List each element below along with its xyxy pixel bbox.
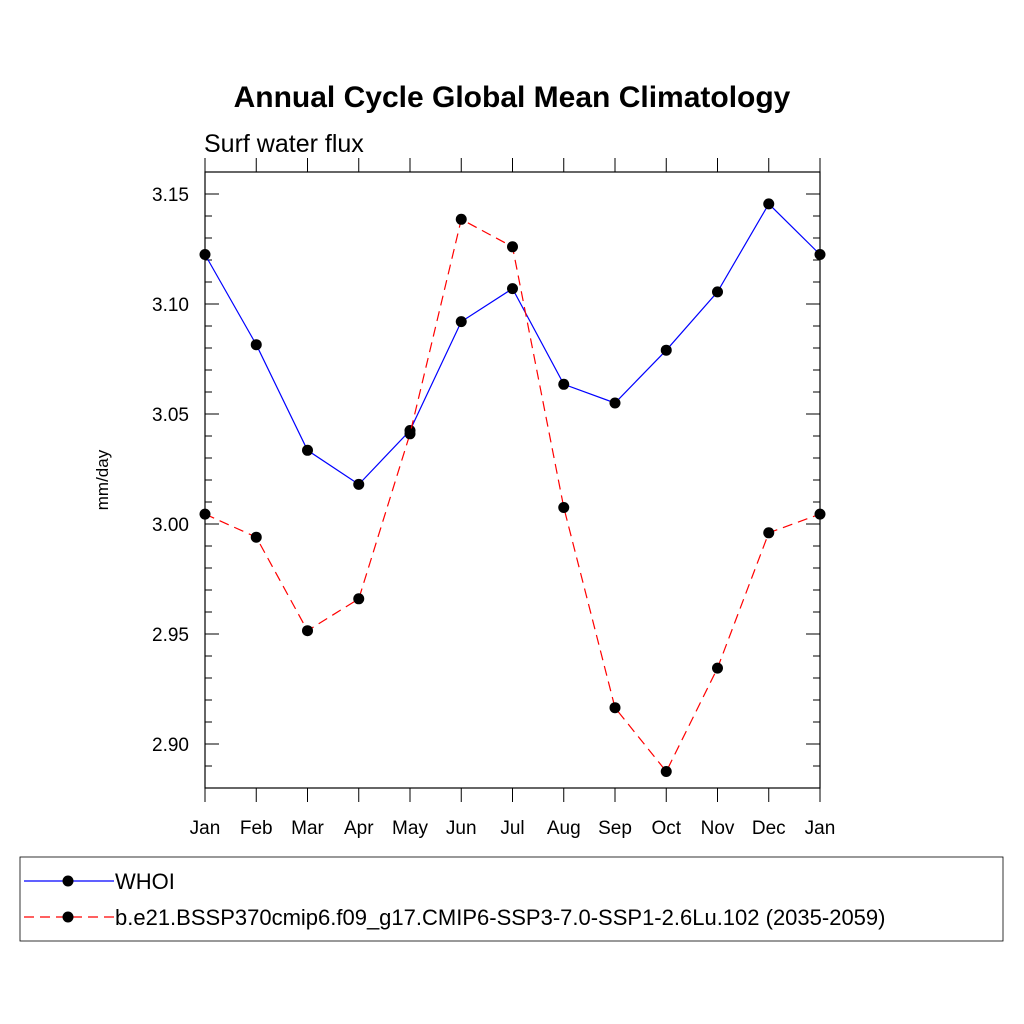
data-point-series-2 (455, 213, 467, 225)
x-tick-label: Sep (598, 818, 632, 839)
data-point-series-1 (250, 339, 262, 351)
x-tick-label: Dec (752, 818, 786, 839)
data-point-series-2 (814, 508, 826, 520)
data-point-series-2 (302, 625, 313, 637)
data-point-series-2 (712, 662, 723, 674)
y-tick-label: 3.10 (152, 295, 189, 316)
data-point-series-2 (609, 702, 621, 714)
data-point-series-1 (763, 198, 775, 210)
data-point-series-2 (250, 531, 262, 543)
data-point-series-1 (199, 249, 211, 260)
legend-label-1: WHOI (115, 869, 175, 894)
data-point-series-2 (763, 527, 775, 539)
data-point-series-1 (660, 344, 672, 356)
x-tick-label: Jan (805, 818, 836, 839)
x-tick-label: Jul (500, 818, 524, 839)
x-tick-label: Apr (344, 818, 374, 839)
data-point-series-1 (712, 286, 723, 298)
x-tick-label: Jun (446, 818, 477, 839)
plot-frame (204, 171, 821, 789)
x-tick-label: Nov (701, 818, 735, 839)
data-point-series-2 (353, 593, 365, 605)
series-line-2 (204, 218, 821, 773)
x-tick-label: May (392, 818, 428, 839)
legend-swatch-marker-1 (62, 875, 74, 887)
chart-title: Annual Cycle Global Mean Climatology (234, 81, 791, 114)
data-point-series-2 (199, 508, 211, 520)
data-point-series-1 (814, 249, 826, 260)
data-point-series-1 (353, 478, 365, 490)
chart-subtitle: Surf water flux (204, 130, 364, 158)
x-tick-label: Mar (291, 818, 324, 839)
data-point-series-2 (660, 766, 672, 777)
legend-label-2: b.e21.BSSP370cmip6.f09_g17.CMIP6-SSP3-7.… (115, 905, 885, 930)
legend-box (19, 856, 1004, 942)
data-point-series-2 (404, 428, 416, 440)
y-tick-label: 2.90 (152, 735, 189, 756)
data-point-series-1 (455, 316, 467, 328)
data-point-series-1 (609, 397, 621, 409)
y-axis-label: mm/day (93, 449, 112, 510)
x-tick-label: Oct (651, 818, 681, 839)
data-point-series-1 (302, 444, 313, 456)
legend-swatch-marker-2 (62, 911, 74, 923)
x-tick-label: Feb (240, 818, 273, 839)
data-point-series-1 (507, 283, 518, 295)
x-tick-label: Aug (547, 818, 581, 839)
data-point-series-2 (507, 241, 518, 253)
data-point-series-2 (558, 502, 570, 513)
y-tick-label: 2.95 (152, 625, 189, 646)
y-tick-label: 3.05 (152, 405, 189, 426)
plot-area: 2.90 2.95 3.00 3.05 3.10 3.15 Jan Feb Mar Apr May J… (152, 158, 835, 839)
data-point-series-1 (558, 378, 570, 390)
y-tick-label: 3.00 (152, 515, 189, 536)
x-tick-label: Jan (190, 818, 221, 839)
y-tick-label: 3.15 (152, 185, 189, 206)
legend: WHOI b.e21.BSSP370cmip6.f09_g17.CMIP6-SSP… (19, 856, 1004, 942)
